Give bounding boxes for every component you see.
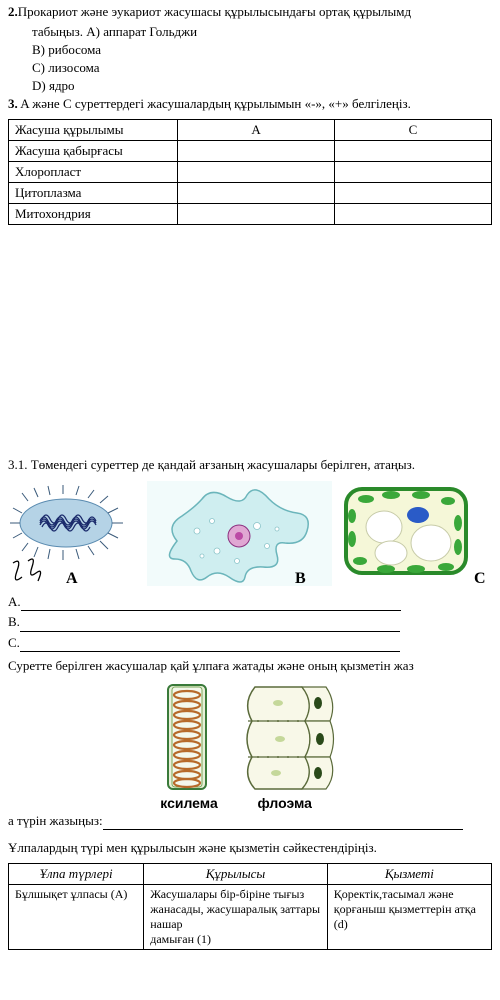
q-match: Ұлпалардың түрі мен құрылысын және қызме… <box>8 840 492 857</box>
q3-number: 3. <box>8 96 18 111</box>
table-row: Цитоплазма <box>9 182 492 203</box>
q2-number: 2. <box>8 4 18 19</box>
q3-text: A және С суреттердегі жасушалардың құрыл… <box>20 96 411 111</box>
table-row: Бұлшықет ұлпасы (А) Жасушалары бір-бірін… <box>9 884 492 949</box>
cell: Цитоплазма <box>9 182 178 203</box>
table-row: Жасуша құрылымы A C <box>9 119 492 140</box>
q2-opt-b: B) рибосома <box>32 41 492 59</box>
cell-type: Бұлшықет ұлпасы (А) <box>9 884 144 949</box>
line-a[interactable]: A. <box>8 592 492 612</box>
line-c[interactable]: C. <box>8 633 492 653</box>
th-structure: Жасуша құрылымы <box>9 119 178 140</box>
xylem-block: ксилема <box>160 683 217 811</box>
cell: Жасуша қабырғасы <box>9 140 178 161</box>
line-b[interactable]: B. <box>8 612 492 632</box>
answer-lines: A. B. C. <box>8 592 492 653</box>
cell-blank[interactable] <box>335 140 492 161</box>
cell-blank[interactable] <box>335 161 492 182</box>
img-label-a: A <box>66 570 78 586</box>
type-line-label: а түрін жазыңыз: <box>8 813 103 828</box>
q2-opt-c: C) лизосома <box>32 59 492 77</box>
th-type: Ұлпа түрлері <box>9 863 144 884</box>
q2-options: табыңыз. A) аппарат Гольджи B) рибосома … <box>8 23 492 96</box>
th-a: A <box>178 119 335 140</box>
cell: Митохондрия <box>9 203 178 224</box>
cell: Хлоропласт <box>9 161 178 182</box>
structure-table: Жасуша құрылымы A C Жасуша қабырғасы Хло… <box>8 119 492 225</box>
q2-stem: 2.Прокариот және эукариот жасушасы құрыл… <box>8 4 492 21</box>
cell-blank[interactable] <box>335 182 492 203</box>
xylem-label: ксилема <box>160 795 217 811</box>
q2-opt-a: табыңыз. A) аппарат Гольджи <box>32 23 492 41</box>
table-row: Митохондрия <box>9 203 492 224</box>
cell-struct: Жасушалары бір-біріне тығыз жанасады, жа… <box>144 884 328 949</box>
img-label-b: B <box>295 570 306 586</box>
img-label-c: C <box>474 570 486 586</box>
cell-blank[interactable] <box>178 140 335 161</box>
cell-blank[interactable] <box>178 161 335 182</box>
cell-func: Қоректік,тасымал және қорғаныш қызметтер… <box>327 884 491 949</box>
blank-gap <box>8 237 492 457</box>
type-line[interactable]: а түрін жазыңыз: <box>8 813 492 830</box>
q2-opt-d: D) ядро <box>32 77 492 95</box>
table-header-row: Ұлпа түрлері Құрылысы Қызметі <box>9 863 492 884</box>
cell-blank[interactable] <box>335 203 492 224</box>
th-c: C <box>335 119 492 140</box>
phloem-block: флоэма <box>230 683 340 811</box>
line-b-label: B. <box>8 614 20 629</box>
line-a-label: A. <box>8 594 21 609</box>
th-struct: Құрылысы <box>144 863 328 884</box>
xylem-image <box>160 683 215 793</box>
tissue-row: ксилема <box>8 683 492 811</box>
q3-stem: 3. A және С суреттердегі жасушалардың құ… <box>8 96 492 113</box>
q2-stem-text: Прокариот және эукариот жасушасы құрылыс… <box>18 4 411 19</box>
table-row: Жасуша қабырғасы <box>9 140 492 161</box>
cell-images-row: A B <box>8 481 492 586</box>
match-table: Ұлпа түрлері Құрылысы Қызметі Бұлшықет ұ… <box>8 863 492 950</box>
plant-cell-image: C <box>336 481 486 586</box>
cell-blank[interactable] <box>178 182 335 203</box>
table-row: Хлоропласт <box>9 161 492 182</box>
line-c-label: C. <box>8 635 20 650</box>
cell-blank[interactable] <box>178 203 335 224</box>
q31-stem: 3.1. Төмендегі суреттер де қандай ағзаны… <box>8 457 492 473</box>
phloem-image <box>230 683 340 793</box>
bacteria-image: A <box>8 481 143 586</box>
th-func: Қызметі <box>327 863 491 884</box>
q-tissue: Суретте берілген жасушалар қай ұлпаға жа… <box>8 658 492 675</box>
phloem-label: флоэма <box>230 795 340 811</box>
amoeba-image: B <box>147 481 332 586</box>
